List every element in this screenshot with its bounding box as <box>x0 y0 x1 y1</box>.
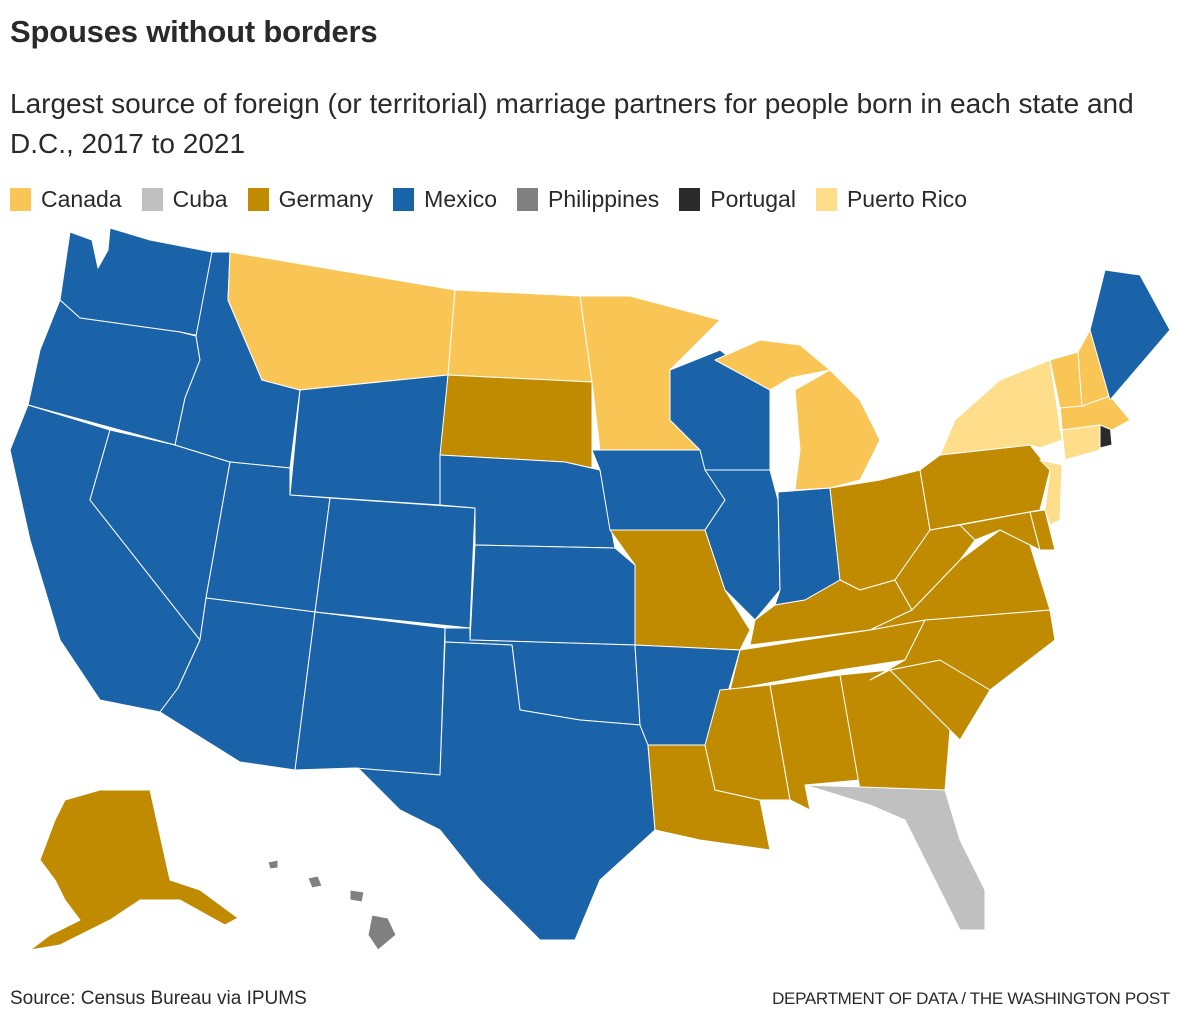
legend-swatch <box>393 188 415 211</box>
legend-label: Canada <box>41 186 122 212</box>
legend-label: Philippines <box>548 186 660 212</box>
state-WY <box>289 374 449 506</box>
source-note: Source: Census Bureau via IPUMS <box>10 988 307 1009</box>
chart-title: Spouses without borders <box>10 14 378 49</box>
legend-label: Mexico <box>424 186 498 212</box>
state-NJ <box>1039 459 1063 526</box>
legend-item-portugal: Portugal <box>679 186 796 213</box>
legend: Canada Cuba Germany Mexico Philippines P… <box>10 186 987 213</box>
state-FL <box>804 784 986 931</box>
chart-subtitle: Largest source of foreign (or territoria… <box>10 88 1134 159</box>
legend-item-cuba: Cuba <box>141 186 228 213</box>
state-GA <box>839 669 951 791</box>
state-DE <box>1029 509 1056 551</box>
legend-label: Germany <box>278 186 374 212</box>
legend-swatch <box>517 188 539 211</box>
legend-swatch <box>10 188 31 211</box>
legend-item-mexico: Mexico <box>393 186 497 213</box>
legend-label: Puerto Rico <box>846 186 968 212</box>
state-TX <box>354 641 656 941</box>
legend-swatch <box>679 188 701 211</box>
state-CT <box>1061 424 1101 461</box>
legend-swatch <box>247 188 269 211</box>
state-MI <box>794 369 881 491</box>
legend-item-puerto-rico: Puerto Rico <box>815 186 968 213</box>
state-ME <box>1089 269 1171 401</box>
state-SD <box>439 374 593 469</box>
state-KS <box>469 544 636 646</box>
credit-note: DEPARTMENT OF DATA / THE WASHINGTON POST <box>772 989 1170 1008</box>
state-MT <box>227 251 456 391</box>
state-NM <box>294 611 446 776</box>
state-AK <box>29 789 239 951</box>
state-HI-2 <box>307 875 323 889</box>
legend-label: Cuba <box>172 186 228 212</box>
state-HI-1 <box>267 859 279 870</box>
state-NY <box>939 359 1063 456</box>
state-CO <box>314 497 476 629</box>
state-ND <box>447 289 593 383</box>
legend-swatch <box>141 188 163 211</box>
legend-swatch <box>815 188 837 211</box>
legend-label: Portugal <box>710 186 796 212</box>
legend-item-canada: Canada <box>10 186 122 213</box>
legend-item-philippines: Philippines <box>517 186 659 213</box>
state-HI-3 <box>349 889 365 903</box>
legend-item-germany: Germany <box>247 186 374 213</box>
state-NC <box>869 609 1056 691</box>
state-HI-4 <box>367 914 397 951</box>
us-choropleth-map <box>9 227 1171 951</box>
